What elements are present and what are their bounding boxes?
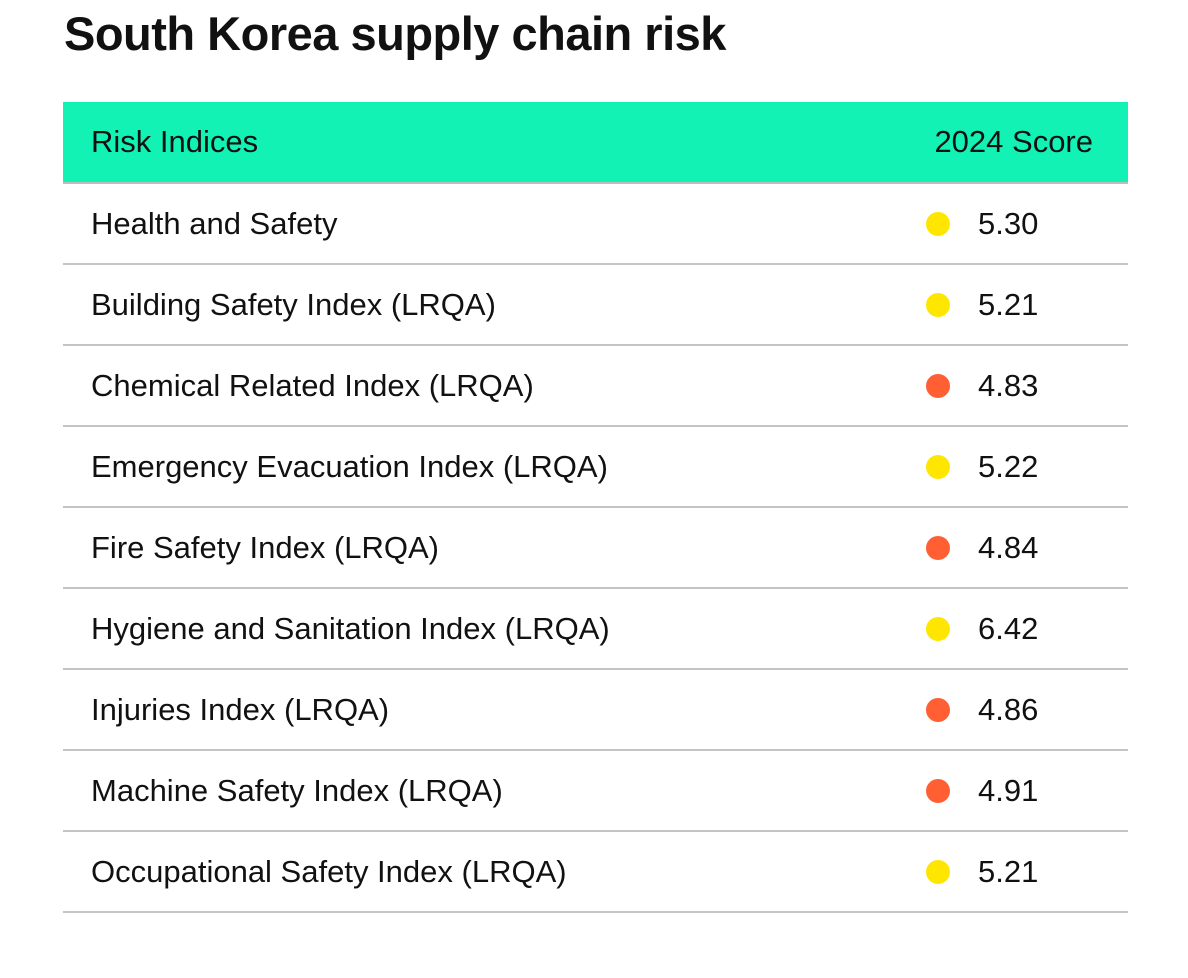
status-dot-icon — [926, 616, 950, 641]
score-value: 5.30 — [978, 205, 1039, 241]
table-row: Machine Safety Index (LRQA) 4.91 — [63, 751, 1128, 832]
risk-table: Risk Indices 2024 Score Health and Safet… — [63, 102, 1128, 913]
status-dot-icon — [926, 697, 950, 722]
score-value: 5.21 — [978, 286, 1039, 322]
status-dot-icon — [926, 454, 950, 479]
header-score: 2024 Score — [934, 124, 1093, 159]
status-dot-icon — [926, 535, 950, 560]
table-row: Chemical Related Index (LRQA) 4.83 — [63, 346, 1128, 427]
score-cell: 5.30 — [926, 206, 1128, 242]
score-cell: 4.84 — [926, 530, 1128, 566]
risk-index-name: Health and Safety — [91, 205, 338, 241]
status-dot-icon — [926, 373, 950, 398]
table-row: Fire Safety Index (LRQA) 4.84 — [63, 508, 1128, 589]
score-value: 4.91 — [978, 772, 1039, 808]
status-dot-icon — [926, 292, 950, 317]
score-value: 4.84 — [978, 529, 1039, 565]
score-value: 5.21 — [978, 853, 1039, 889]
score-cell: 6.42 — [926, 611, 1128, 647]
table-row: Occupational Safety Index (LRQA) 5.21 — [63, 832, 1128, 913]
table-row: Health and Safety 5.30 — [63, 184, 1128, 265]
score-cell: 4.91 — [926, 773, 1128, 809]
score-value: 4.83 — [978, 367, 1039, 403]
table-row: Hygiene and Sanitation Index (LRQA) 6.42 — [63, 589, 1128, 670]
table-header: Risk Indices 2024 Score — [63, 102, 1128, 184]
risk-index-name: Building Safety Index (LRQA) — [91, 286, 496, 322]
score-value: 4.86 — [978, 691, 1039, 727]
status-dot-icon — [926, 859, 950, 884]
status-dot-icon — [926, 211, 950, 236]
risk-index-name: Chemical Related Index (LRQA) — [91, 367, 534, 403]
status-dot-icon — [926, 778, 950, 803]
score-cell: 4.83 — [926, 368, 1128, 404]
score-cell: 5.22 — [926, 449, 1128, 485]
risk-index-name: Hygiene and Sanitation Index (LRQA) — [91, 610, 610, 646]
risk-index-name: Emergency Evacuation Index (LRQA) — [91, 448, 608, 484]
table-row: Building Safety Index (LRQA) 5.21 — [63, 265, 1128, 346]
score-cell: 5.21 — [926, 287, 1128, 323]
header-risk-indices: Risk Indices — [91, 124, 259, 159]
score-value: 6.42 — [978, 610, 1039, 646]
score-cell: 5.21 — [926, 854, 1128, 890]
table-row: Emergency Evacuation Index (LRQA) 5.22 — [63, 427, 1128, 508]
score-value: 5.22 — [978, 448, 1039, 484]
page-title: South Korea supply chain risk — [64, 7, 726, 60]
risk-index-name: Fire Safety Index (LRQA) — [91, 529, 440, 565]
risk-index-name: Injuries Index (LRQA) — [91, 691, 390, 727]
risk-index-name: Machine Safety Index (LRQA) — [91, 772, 503, 808]
risk-index-name: Occupational Safety Index (LRQA) — [91, 853, 567, 889]
table-row: Injuries Index (LRQA) 4.86 — [63, 670, 1128, 751]
score-cell: 4.86 — [926, 692, 1128, 728]
